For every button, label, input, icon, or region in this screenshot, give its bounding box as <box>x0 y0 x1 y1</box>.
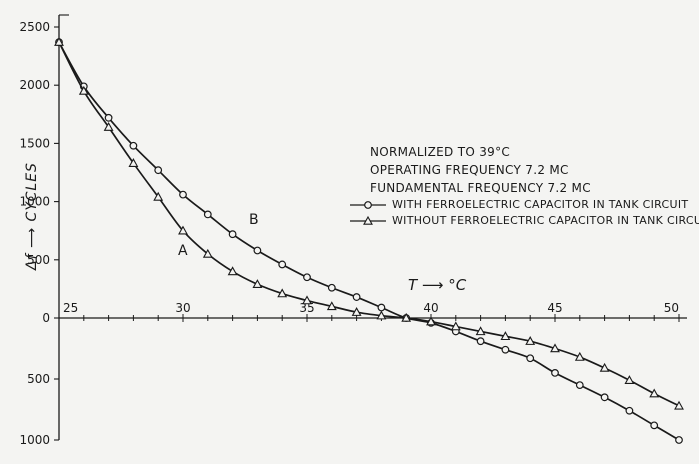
data-point-without-capacitor <box>624 375 635 384</box>
data-point-without-capacitor <box>103 121 114 131</box>
legend-entry-with: WITH FERROELECTRIC CAPACITOR IN TANK CIR… <box>392 198 688 211</box>
data-point-with-capacitor <box>625 406 634 415</box>
data-point-without-capacitor <box>674 400 684 410</box>
data-point-without-capacitor <box>202 248 213 258</box>
data-point-with-capacitor <box>253 246 262 255</box>
data-point-with-capacitor <box>501 345 510 354</box>
data-point-without-capacitor <box>550 343 560 353</box>
series-line-with-capacitor <box>58 41 680 441</box>
data-point-with-capacitor <box>476 337 485 346</box>
data-point-without-capacitor <box>525 336 536 345</box>
x-tick-label: 40 <box>423 301 438 315</box>
legend-marker-circle <box>364 201 372 209</box>
data-point-with-capacitor <box>129 141 138 150</box>
data-point-with-capacitor <box>377 303 386 312</box>
x-tick-label: 30 <box>175 301 190 315</box>
y-axis-label: Δf ⟶ CYCLES <box>23 162 40 270</box>
data-point-with-capacitor <box>327 283 336 292</box>
annotation-fundamental-frequency: FUNDAMENTAL FREQUENCY 7.2 MC <box>370 181 591 195</box>
data-point-without-capacitor <box>574 351 585 361</box>
y-tick-label: 2500 <box>19 20 50 34</box>
data-point-with-capacitor <box>526 354 535 363</box>
data-point-with-capacitor <box>104 113 113 122</box>
data-point-without-capacitor <box>599 362 610 372</box>
annotation-operating-frequency: OPERATING FREQUENCY 7.2 MC <box>370 163 569 177</box>
curve-label-a: A <box>178 243 188 259</box>
data-point-without-capacitor <box>302 295 312 305</box>
data-point-with-capacitor <box>650 421 659 430</box>
data-point-with-capacitor <box>600 393 609 402</box>
data-point-without-capacitor <box>450 321 461 331</box>
y-tick-label: 1000 <box>19 195 50 209</box>
data-point-with-capacitor <box>228 230 237 239</box>
data-point-with-capacitor <box>575 381 584 390</box>
x-tick-label: 25 <box>63 301 78 315</box>
data-point-without-capacitor <box>153 191 164 201</box>
data-point-with-capacitor <box>203 210 212 219</box>
data-point-without-capacitor <box>54 36 64 46</box>
x-tick-label: 45 <box>547 301 562 315</box>
data-point-without-capacitor <box>78 85 89 95</box>
data-point-with-capacitor <box>675 436 683 444</box>
data-point-without-capacitor <box>426 316 436 326</box>
legend-marker-triangle <box>363 215 373 225</box>
data-point-without-capacitor <box>178 225 188 235</box>
data-point-with-capacitor <box>154 166 163 175</box>
x-tick-label: 50 <box>664 301 679 315</box>
y-tick-label: 500 <box>27 372 50 386</box>
data-point-without-capacitor <box>401 312 412 322</box>
data-point-with-capacitor <box>551 369 559 377</box>
data-point-without-capacitor <box>500 331 511 341</box>
data-point-without-capacitor <box>376 310 387 320</box>
annotation-normalized: NORMALIZED TO 39°C <box>370 145 511 159</box>
y-tick-label: 2000 <box>19 78 50 92</box>
y-tick-label: 500 <box>27 253 50 267</box>
data-point-with-capacitor <box>303 273 311 282</box>
data-point-with-capacitor <box>352 293 361 301</box>
data-point-without-capacitor <box>351 307 362 316</box>
data-point-with-capacitor <box>278 260 287 269</box>
y-tick-label: 1000 <box>19 433 50 447</box>
y-tick-label: 1500 <box>19 136 50 150</box>
x-tick-label: 35 <box>299 301 314 315</box>
legend-entry-without: WITHOUT FERROELECTRIC CAPACITOR IN TANK … <box>392 214 699 227</box>
data-point-without-capacitor <box>252 279 263 288</box>
data-point-without-capacitor <box>326 301 337 311</box>
data-point-without-capacitor <box>277 288 288 298</box>
data-point-without-capacitor <box>649 388 660 398</box>
x-axis-label: T ⟶ °C <box>408 276 467 294</box>
data-point-without-capacitor <box>128 158 139 167</box>
legend-label-with: WITH FERROELECTRIC CAPACITOR IN TANK CIR… <box>392 198 689 211</box>
curve-label-b: B <box>249 212 259 228</box>
data-point-without-capacitor <box>227 266 238 276</box>
y-tick-label: 0 <box>42 311 50 325</box>
data-point-with-capacitor <box>179 190 187 199</box>
data-point-without-capacitor <box>475 326 486 336</box>
legend-label-without: WITHOUT FERROELECTRIC CAPACITOR IN TANK … <box>392 214 699 227</box>
